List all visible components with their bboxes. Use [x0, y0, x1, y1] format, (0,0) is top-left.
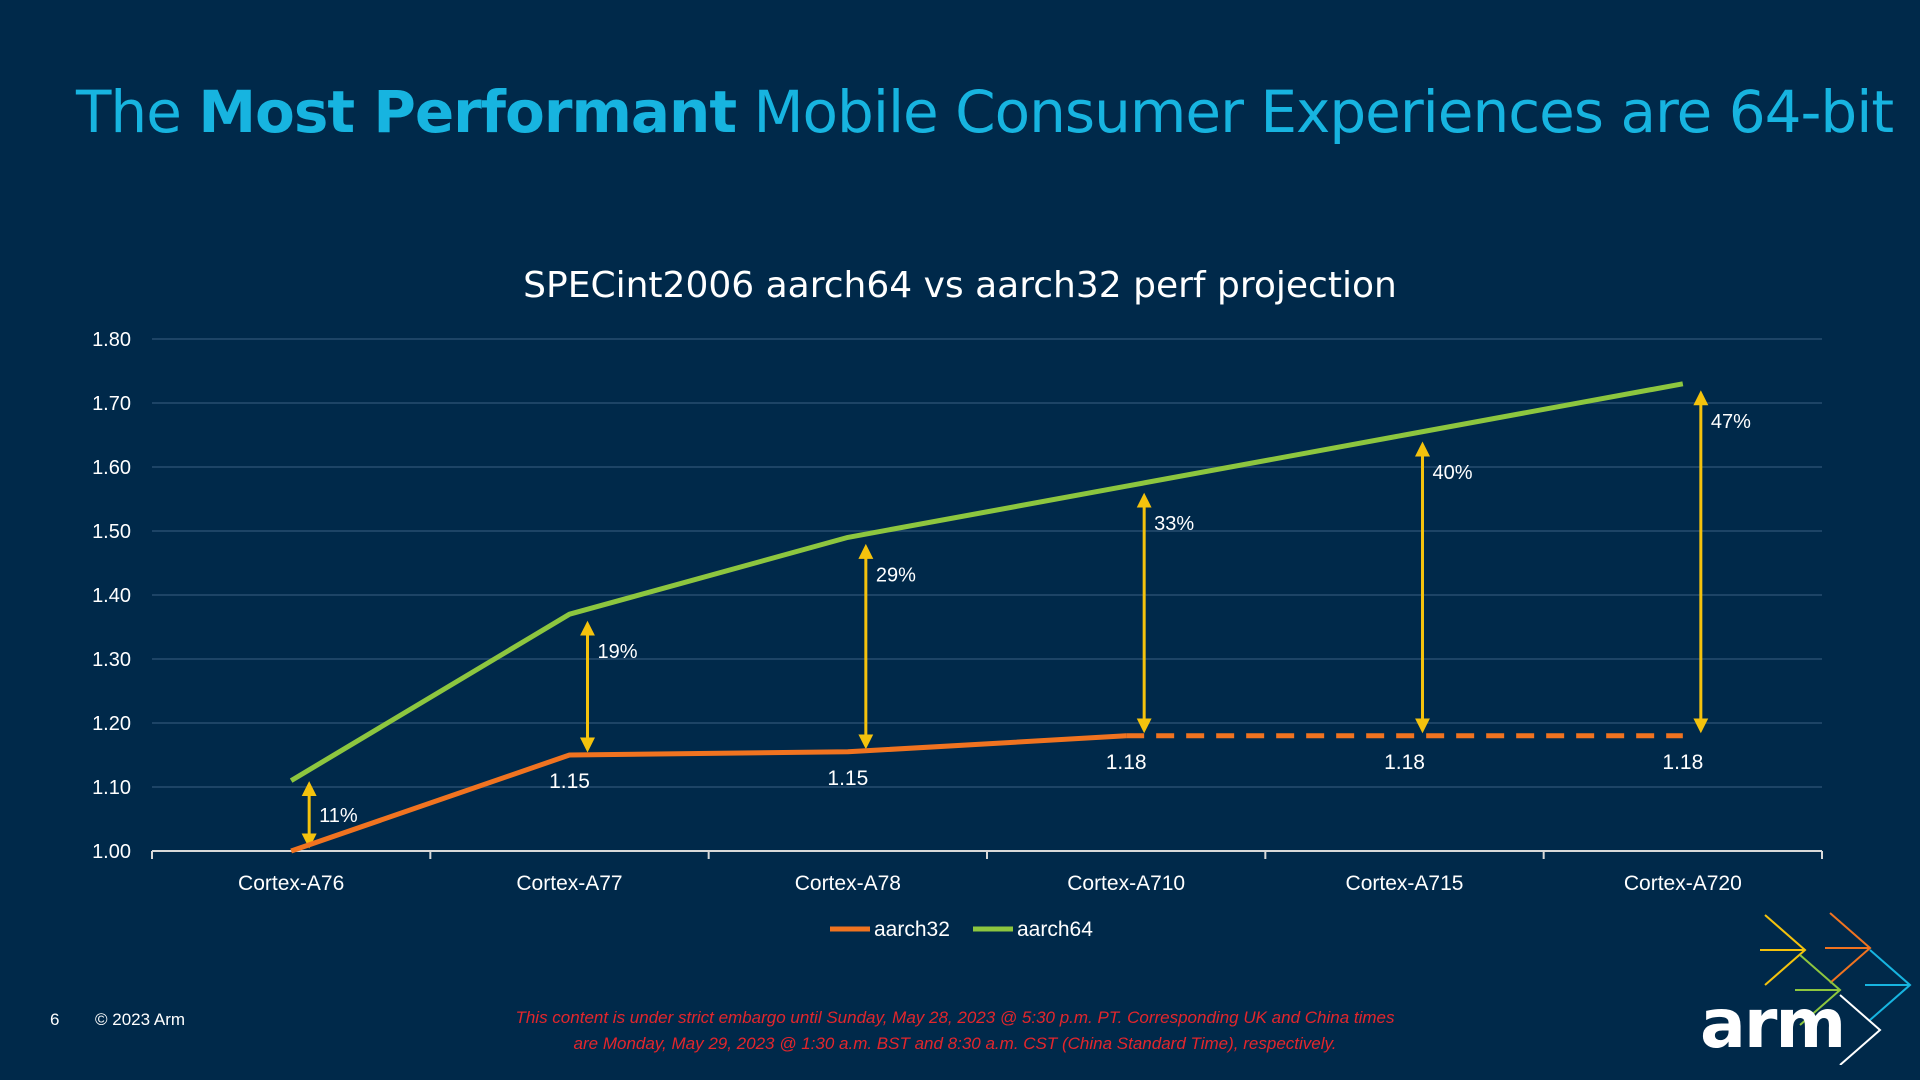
- data-label-aarch32: 1.18: [1662, 751, 1703, 774]
- embargo-line-1: This content is under strict embargo unt…: [515, 1008, 1395, 1027]
- chart-title: SPECint2006 aarch64 vs aarch32 perf proj…: [523, 265, 1397, 306]
- legend: aarch32 aarch64: [830, 918, 1093, 941]
- series-line-aarch32: [290, 733, 1127, 854]
- gain-label: 11%: [319, 805, 358, 827]
- series-line-aarch64: [289, 381, 1684, 783]
- x-tick-label: Cortex-A78: [795, 872, 901, 895]
- y-tick-label: 1.50: [92, 521, 131, 543]
- data-label-aarch32: 1.18: [1384, 751, 1425, 774]
- y-tick-label: 1.00: [92, 841, 131, 863]
- embargo-notice: This content is under strict embargo unt…: [380, 1005, 1530, 1057]
- arm-chevron-graphic: [1760, 912, 1912, 1065]
- legend-label-aarch32: aarch32: [874, 918, 950, 941]
- gain-label: 40%: [1433, 462, 1473, 484]
- slide-title: The Most Performant Mobile Consumer Expe…: [76, 78, 1894, 146]
- y-tick-label: 1.40: [92, 585, 131, 607]
- y-tick-label: 1.10: [92, 777, 131, 799]
- gain-label: 29%: [876, 564, 916, 586]
- y-tick-label: 1.20: [92, 713, 131, 735]
- data-label-aarch32: 1.15: [827, 767, 868, 790]
- y-tick-label: 1.70: [92, 393, 131, 415]
- data-label-aarch32: 1.15: [549, 770, 590, 793]
- x-tick-label: Cortex-A710: [1067, 872, 1185, 895]
- y-tick-label: 1.80: [92, 329, 131, 351]
- gain-label: 47%: [1711, 411, 1751, 433]
- copyright: © 2023 Arm: [95, 1010, 186, 1029]
- y-tick-label: 1.60: [92, 457, 131, 479]
- x-tick-label: Cortex-A715: [1346, 872, 1464, 895]
- legend-label-aarch64: aarch64: [1017, 918, 1093, 941]
- x-tick-label: Cortex-A76: [238, 872, 344, 895]
- page-number: 6: [50, 1010, 60, 1029]
- arm-logo: arm: [1700, 985, 1846, 1064]
- gain-label: 19%: [598, 641, 638, 663]
- data-label-aarch32: 1.18: [1106, 751, 1147, 774]
- y-tick-label: 1.30: [92, 649, 131, 671]
- embargo-line-2: are Monday, May 29, 2023 @ 1:30 a.m. BST…: [573, 1034, 1337, 1053]
- x-tick-label: Cortex-A77: [516, 872, 622, 895]
- x-tick-label: Cortex-A720: [1624, 872, 1742, 895]
- gain-label: 33%: [1154, 513, 1194, 535]
